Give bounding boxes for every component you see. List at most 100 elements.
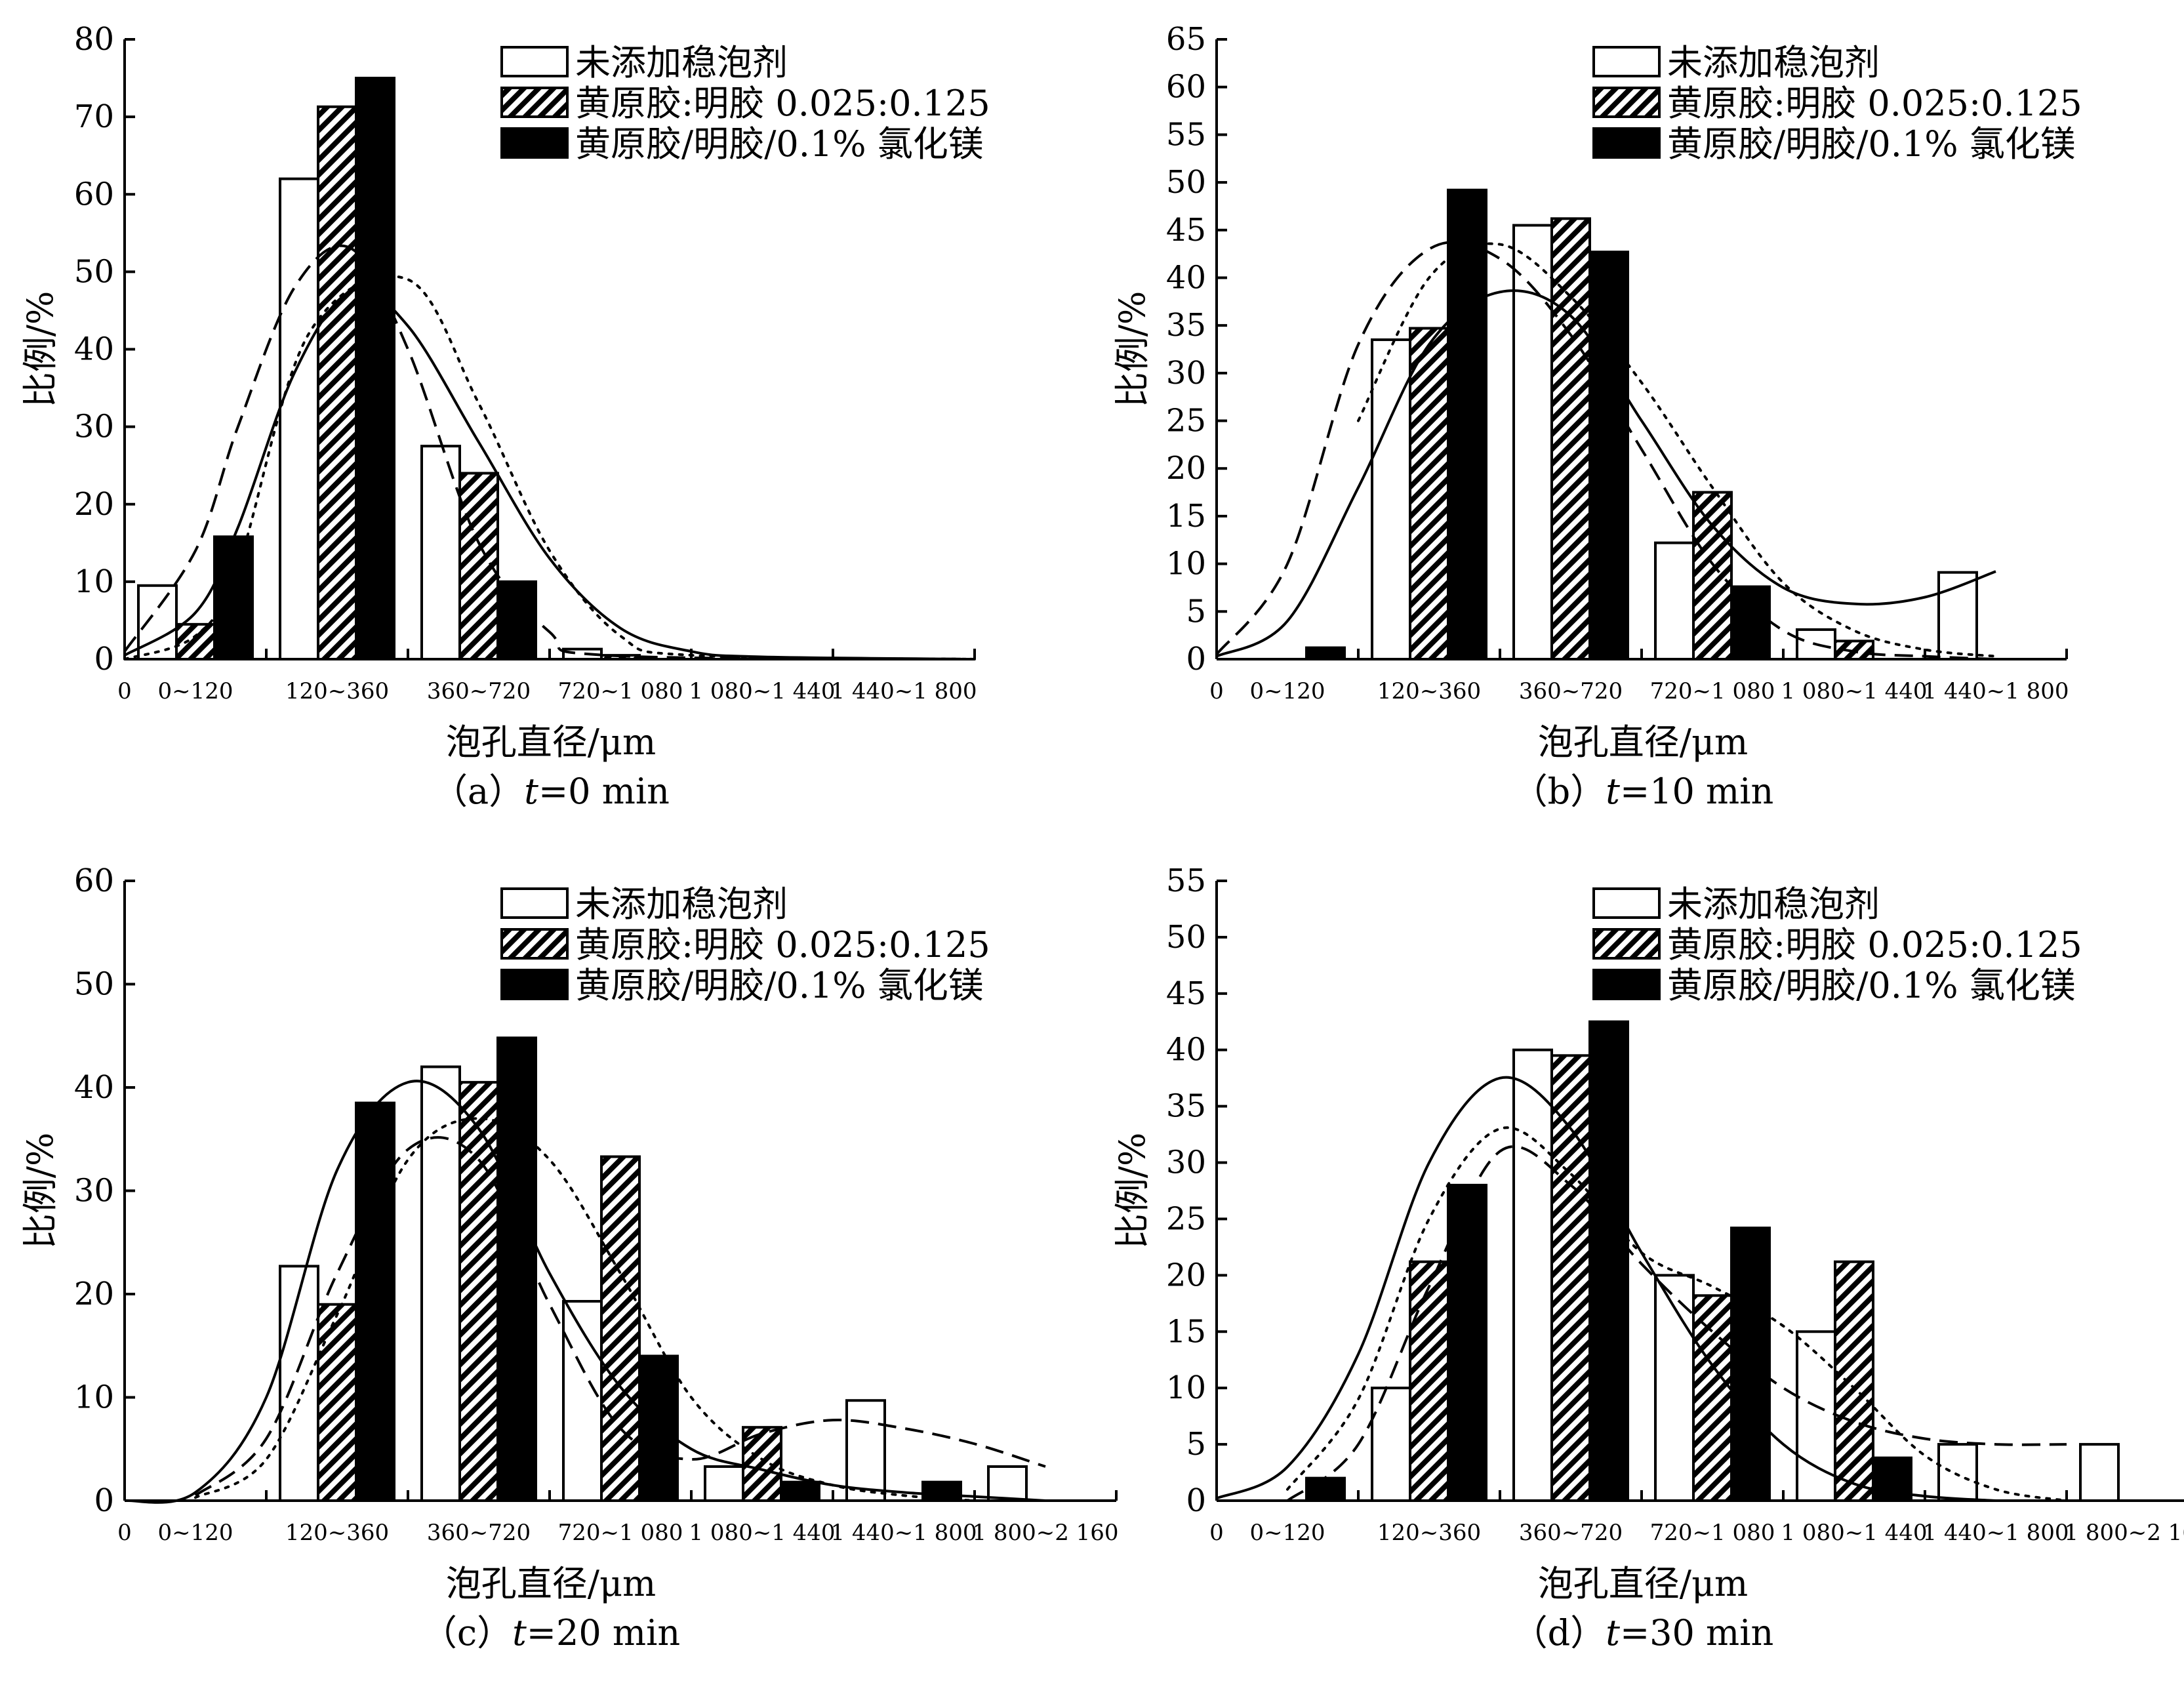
- bar-series3-cat-1: [213, 535, 254, 660]
- bar-series2-cat-5: [1834, 1260, 1874, 1503]
- x-tick-label: 1 080~1 440: [689, 678, 835, 704]
- x-zero-label: 0: [117, 678, 132, 704]
- y-tick-label: 0: [1186, 1482, 1206, 1519]
- caption-prefix: （c）: [422, 1612, 512, 1653]
- chart-panel-b: 0 5 10 15 20 25 30 35 40 45 50 55 60 65 0 0~120 120~360 3…: [1112, 21, 2082, 812]
- fit-curve-solid: [1216, 289, 1996, 658]
- x-tick-label: 720~1 080: [1650, 678, 1775, 704]
- bar-series2-cat-4: [1692, 491, 1733, 660]
- legend-swatch-series1: [500, 46, 569, 77]
- x-tick-label: 720~1 080: [1650, 1520, 1775, 1546]
- x-tick-label: 1 080~1 440: [1781, 678, 1927, 704]
- y-tick-label: 40: [74, 331, 114, 368]
- bar-series1-cat-2: [1371, 338, 1411, 660]
- bar-series2-cat-4: [1692, 1294, 1733, 1502]
- x-tick-label: 0~120: [1249, 678, 1325, 704]
- y-tick-label: 10: [74, 563, 114, 600]
- fit-curve-dotted: [123, 274, 976, 660]
- y-tick-label: 60: [74, 862, 114, 899]
- legend-label-series2: 黄原胶:明胶 0.025:0.125: [1667, 83, 2082, 124]
- x-tick-label: 120~360: [1377, 1520, 1481, 1546]
- bar-series3-cat-3: [1588, 1020, 1629, 1503]
- x-tick-label: 360~720: [1519, 678, 1623, 704]
- chart-panel-d: 0 5 10 15 20 25 30 35 40 45 50 55 0 0~120 120~360 360~7…: [1112, 862, 2184, 1653]
- bar-series2-cat-1: [175, 622, 216, 660]
- y-tick-label: 15: [1166, 1313, 1206, 1350]
- y-tick-label: 35: [1166, 1088, 1206, 1125]
- bar-series3-cat-2: [1447, 188, 1487, 660]
- caption-prefix: （b）: [1512, 771, 1606, 812]
- x-tick-label: 360~720: [427, 1520, 531, 1546]
- bar-series3-cat-2: [1447, 1183, 1487, 1503]
- y-tick-label: 30: [74, 409, 114, 445]
- bar-series1-cat-5: [1796, 1330, 1836, 1502]
- bar-series3-cat-4: [1730, 585, 1771, 660]
- y-tick-label: 5: [1186, 593, 1206, 630]
- fit-curve-dotted: [1286, 1126, 2068, 1502]
- bar-series3-cat-6: [921, 1480, 962, 1503]
- y-tick-label: 50: [74, 253, 114, 290]
- caption-variable: t: [1606, 771, 1620, 812]
- legend-label-series1: 未添加稳泡剂: [1667, 883, 1880, 925]
- legend-swatch-series1: [1592, 887, 1661, 919]
- legend-swatch-series2: [500, 87, 569, 118]
- bar-series3-cat-4: [638, 1354, 679, 1502]
- y-tick-label: 60: [1166, 69, 1206, 106]
- y-tick-label: 25: [1166, 403, 1206, 439]
- chart-panel-c: 0 10 20 30 40 50 60 0 0~120 120~360 360~720 720~1 0…: [20, 862, 1119, 1653]
- bar-series3-cat-3: [496, 1036, 537, 1502]
- panel-caption: （d）t=30 min: [1512, 1612, 1774, 1653]
- bar-series3-cat-2: [355, 77, 395, 660]
- y-tick-label: 65: [1166, 21, 1206, 58]
- legend-label-series1: 未添加稳泡剂: [1667, 42, 1880, 83]
- caption-prefix: （d）: [1512, 1612, 1606, 1653]
- x-tick-label: 720~1 080: [558, 1520, 683, 1546]
- bar-series1-cat-5: [704, 1465, 744, 1503]
- panel-caption: （a）t=0 min: [432, 771, 670, 812]
- y-tick-label: 0: [94, 1482, 114, 1519]
- bar-series2-cat-3: [1550, 217, 1591, 661]
- bar-series2-cat-3: [458, 1081, 499, 1502]
- bar-series3-cat-2: [355, 1101, 395, 1502]
- fit-curve-dotted: [194, 1117, 976, 1502]
- fit-curve-dashed: [1286, 1145, 2067, 1502]
- x-tick-label: 1 800~2 160: [972, 1520, 1118, 1546]
- bar-series1-cat-4: [1654, 1274, 1695, 1502]
- y-tick-label: 25: [1166, 1200, 1206, 1237]
- bar-series1-cat-3: [420, 1065, 461, 1502]
- x-axis-title: 泡孔直径/μm: [446, 721, 657, 763]
- legend-label-series2: 黄原胶:明胶 0.025:0.125: [575, 83, 990, 124]
- bar-series2-cat-2: [1409, 1260, 1449, 1503]
- y-tick-label: 40: [1166, 259, 1206, 296]
- legend-label-series1: 未添加稳泡剂: [575, 42, 788, 83]
- y-tick-label: 20: [1166, 1257, 1206, 1293]
- fit-curve-solid: [123, 288, 975, 660]
- caption-variable: t: [512, 1612, 527, 1653]
- bar-series3-cat-5: [780, 1480, 820, 1503]
- legend-label-series2: 黄原胶:明胶 0.025:0.125: [1667, 924, 2082, 965]
- legend-label-series3: 黄原胶/明胶/0.1% 氯化镁: [575, 965, 984, 1006]
- bar-series2-cat-2: [1409, 327, 1449, 660]
- y-tick-label: 10: [74, 1379, 114, 1416]
- panel-caption: （c）t=20 min: [422, 1612, 680, 1653]
- y-tick-label: 50: [74, 966, 114, 1003]
- legend-swatch-series2: [500, 928, 569, 960]
- bar-series1-cat-6: [845, 1399, 886, 1502]
- legend-label-series2: 黄原胶:明胶 0.025:0.125: [575, 924, 990, 965]
- fit-curve-dashed: [194, 1136, 1046, 1497]
- legend-swatch-series3: [1592, 969, 1661, 1000]
- legend-swatch-series1: [1592, 46, 1661, 77]
- bar-series1-cat-2: [279, 177, 319, 660]
- caption-variable: t: [1606, 1612, 1620, 1653]
- fit-curve-solid: [1216, 1076, 1996, 1502]
- x-tick-label: 1 440~1 800: [830, 678, 977, 704]
- y-tick-label: 20: [1166, 450, 1206, 487]
- bar-series3-cat-1: [1305, 646, 1346, 660]
- legend-label-series3: 黄原胶/明胶/0.1% 氯化镁: [575, 123, 984, 165]
- bar-series1-cat-3: [1512, 1048, 1553, 1502]
- chart-panel-a: 0 10 20 30 40 50 60 70 80 0 0~120 120~360 360~720 720…: [20, 21, 990, 812]
- caption-value: =10 min: [1620, 771, 1773, 812]
- y-tick-label: 60: [74, 176, 114, 213]
- x-tick-label: 0~120: [1249, 1520, 1325, 1546]
